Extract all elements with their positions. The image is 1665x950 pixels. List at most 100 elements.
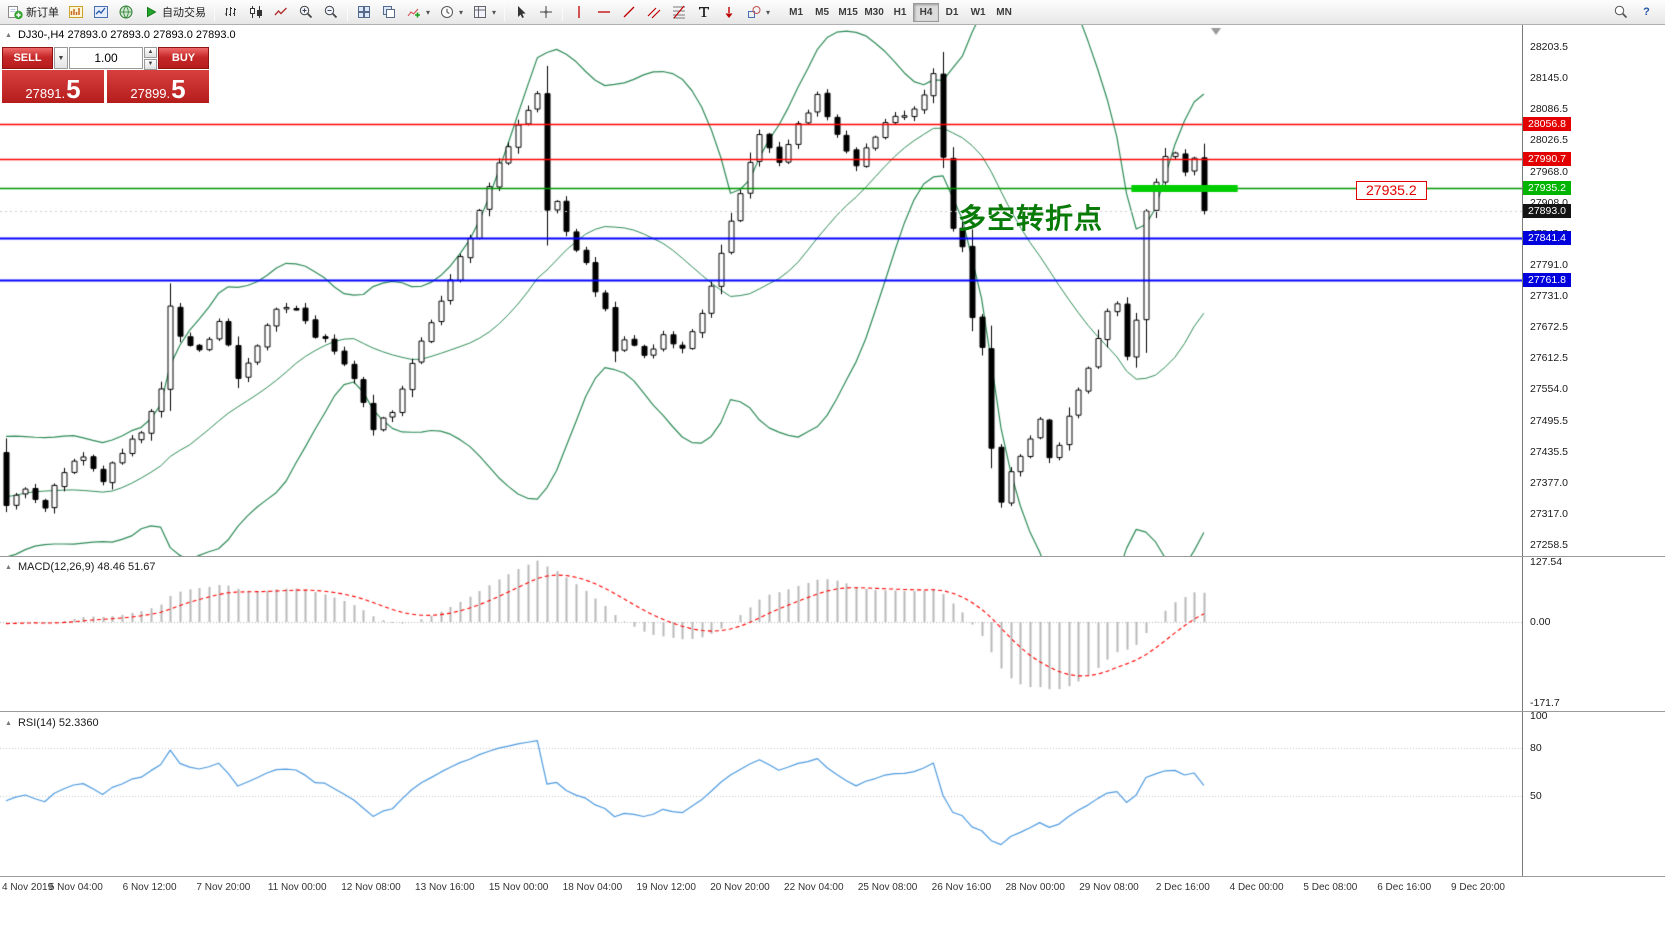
fibonacci-button[interactable] — [667, 2, 691, 23]
timeframe-button[interactable]: M15 — [835, 3, 861, 22]
templates-button[interactable]: ▾ — [468, 2, 500, 23]
timeframe-button[interactable]: M5 — [809, 3, 835, 22]
line-chart-button[interactable] — [269, 2, 293, 23]
horizontal-line-button[interactable] — [592, 2, 616, 23]
price-axis-label: 27258.5 — [1530, 539, 1568, 551]
chart-text-annotation[interactable]: 多空转折点 — [958, 203, 1104, 234]
help-button[interactable]: ? — [1635, 2, 1658, 23]
sell-button[interactable]: SELL — [2, 47, 53, 69]
shapes-button[interactable]: ▾ — [742, 2, 774, 23]
price-axis-label: 27554.0 — [1530, 383, 1568, 396]
time-axis[interactable]: 4 Nov 2019 5 Nov 04:00 6 Nov 12:00 7 Nov 20… — [0, 878, 1665, 898]
auto-trading-play-icon — [147, 6, 157, 18]
macd-scale-label: 127.54 — [1530, 555, 1563, 568]
volume-dropdown-button[interactable]: ▼ — [54, 47, 68, 69]
navigator-button[interactable] — [114, 2, 138, 23]
timeframe-button[interactable]: D1 — [939, 3, 965, 22]
toolbar-separator — [504, 3, 506, 21]
timeframe-button[interactable]: H4 — [913, 2, 940, 22]
time-axis-label: 19 Nov 12:00 — [636, 882, 696, 893]
market-watch-button[interactable] — [89, 2, 113, 23]
timeframe-button[interactable]: W1 — [965, 3, 991, 22]
shapes-icon — [748, 6, 761, 18]
sell-price-display[interactable]: 27891. 5 — [2, 70, 104, 103]
channel-button[interactable] — [642, 2, 666, 23]
indicators-button[interactable]: ▾ — [402, 2, 434, 23]
rsi-scale-label: 50 — [1530, 790, 1542, 802]
crosshair-button[interactable] — [534, 2, 558, 23]
timeframe-button[interactable]: H1 — [887, 3, 913, 22]
market-watch-icon — [94, 6, 108, 18]
auto-trading-button[interactable]: 自动交易 — [139, 2, 210, 23]
price-chart-canvas[interactable] — [0, 25, 1522, 556]
price-level-tag: 27990.7 — [1523, 152, 1571, 167]
text-tool-button[interactable] — [692, 2, 716, 23]
time-axis-label: 20 Nov 20:00 — [710, 882, 770, 893]
dropdown-arrow-icon: ▾ — [459, 7, 464, 17]
rsi-indicator-canvas[interactable] — [0, 713, 1522, 876]
charts-button[interactable] — [64, 2, 88, 23]
toolbar-separator — [347, 3, 348, 21]
price-level-tag: 27841.4 — [1523, 230, 1571, 245]
timeframe-button[interactable]: MN — [991, 3, 1017, 22]
new-order-button[interactable]: 新订单 — [3, 2, 63, 23]
panel-divider[interactable] — [0, 556, 1665, 557]
time-axis-label: 28 Nov 00:00 — [1005, 882, 1065, 893]
one-click-trading-widget: SELL ▼ 1.00 ▲ ▼ BUY 27891. 5 27899. 5 — [2, 47, 209, 103]
periods-button[interactable]: ▾ — [435, 2, 467, 23]
cursor-button[interactable] — [509, 2, 533, 23]
time-axis-label: 15 Nov 00:00 — [488, 882, 549, 893]
buy-price-main: 27899. — [130, 86, 171, 101]
time-axis-label: 25 Nov 08:00 — [857, 882, 918, 893]
zoom-in-button[interactable] — [294, 2, 318, 23]
templates-grid-icon — [474, 6, 487, 18]
clock-icon — [441, 6, 454, 18]
price-axis-label: 27377.0 — [1530, 476, 1568, 489]
macd-indicator-canvas[interactable] — [0, 557, 1522, 711]
volume-stepper: ▲ ▼ — [144, 47, 157, 70]
panel-divider[interactable] — [0, 711, 1665, 712]
time-axis-label: 11 Nov 00:00 — [267, 882, 327, 893]
horizontal-line-icon — [598, 11, 611, 13]
trendline-button[interactable] — [617, 2, 641, 23]
rsi-scale-label: 80 — [1530, 742, 1542, 754]
time-axis-label: 5 Nov 04:00 — [48, 882, 103, 893]
bar-chart-button[interactable] — [219, 2, 243, 23]
symbol-info-bar: ▲ DJ30-,H4 27893.0 27893.0 27893.0 27893… — [5, 29, 236, 41]
time-axis-label: 2 Dec 16:00 — [1155, 882, 1210, 893]
collapse-icon[interactable]: ▲ — [5, 719, 12, 727]
price-axis-label: 28145.0 — [1530, 72, 1568, 85]
time-axis-label: 9 Dec 20:00 — [1451, 882, 1505, 893]
candlestick-chart-button[interactable] — [244, 2, 268, 23]
price-callout-label[interactable]: 27935.2 — [1356, 181, 1427, 200]
panel-divider — [0, 876, 1665, 877]
volume-up-icon[interactable]: ▲ — [144, 47, 157, 58]
price-axis[interactable]: 28203.5 28145.0 28086.5 28026.5 27968.0 27908… — [1522, 25, 1665, 876]
rsi-panel-label: ▲ RSI(14) 52.3360 — [5, 717, 99, 729]
volume-input[interactable]: 1.00 — [69, 47, 143, 69]
collapse-icon[interactable]: ▲ — [5, 31, 12, 39]
time-axis-label: 18 Nov 04:00 — [562, 882, 623, 893]
timeframe-button[interactable]: M30 — [861, 3, 887, 22]
buy-price-display[interactable]: 27899. 5 — [107, 70, 209, 103]
price-level-tag: 28056.8 — [1523, 117, 1571, 132]
zoom-in-icon — [299, 5, 313, 19]
time-axis-label: 26 Nov 16:00 — [931, 882, 992, 893]
cascade-windows-button[interactable] — [377, 2, 401, 23]
price-axis-label: 27731.0 — [1530, 290, 1568, 302]
text-tool-icon — [699, 7, 710, 17]
collapse-icon[interactable]: ▲ — [5, 563, 12, 571]
tile-windows-button[interactable] — [352, 2, 376, 23]
search-button[interactable] — [1609, 2, 1633, 23]
timeframe-button[interactable]: M1 — [783, 3, 809, 22]
tile-windows-icon — [358, 6, 370, 18]
vertical-line-button[interactable] — [567, 2, 591, 23]
volume-down-icon[interactable]: ▼ — [144, 59, 157, 70]
buy-button[interactable]: BUY — [158, 47, 209, 69]
order-controls-row: SELL ▼ 1.00 ▲ ▼ BUY — [2, 47, 209, 70]
time-axis-label: 5 Dec 08:00 — [1303, 882, 1358, 893]
chart-area: ▲ DJ30-,H4 27893.0 27893.0 27893.0 27893… — [0, 25, 1665, 950]
arrows-tool-button[interactable] — [717, 2, 741, 23]
zoom-out-button[interactable] — [319, 2, 343, 23]
help-icon: ? — [1643, 6, 1650, 18]
